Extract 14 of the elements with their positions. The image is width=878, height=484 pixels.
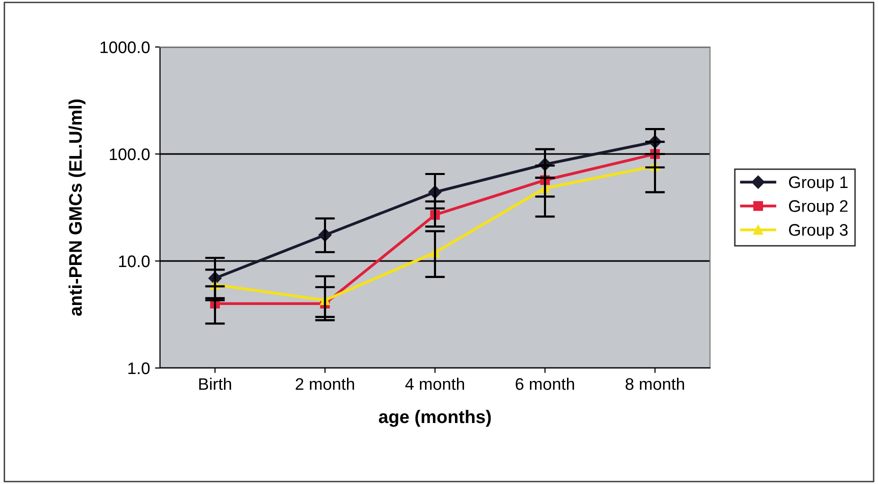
x-tick-label: Birth — [199, 378, 232, 390]
legend-label: Group 1 — [789, 176, 848, 192]
x-axis-title: age (months) — [378, 410, 491, 427]
x-tick-label: 2 month — [296, 378, 354, 390]
y-tick-label: 100.0 — [110, 148, 150, 160]
y-axis-title: anti-PRN GMCs (EL.U/ml) — [68, 100, 86, 316]
x-tick-label: 4 month — [405, 378, 464, 390]
legend-label: Group 3 — [789, 224, 848, 240]
legend-label: Group 2 — [789, 200, 848, 216]
x-tick-label: 6 month — [516, 378, 574, 390]
x-tick-label: 8 month — [626, 378, 684, 390]
y-tick-label: 1000.0 — [100, 41, 150, 54]
y-tick-label: 1.0 — [128, 362, 150, 374]
y-tick-label: 10.0 — [119, 255, 150, 268]
